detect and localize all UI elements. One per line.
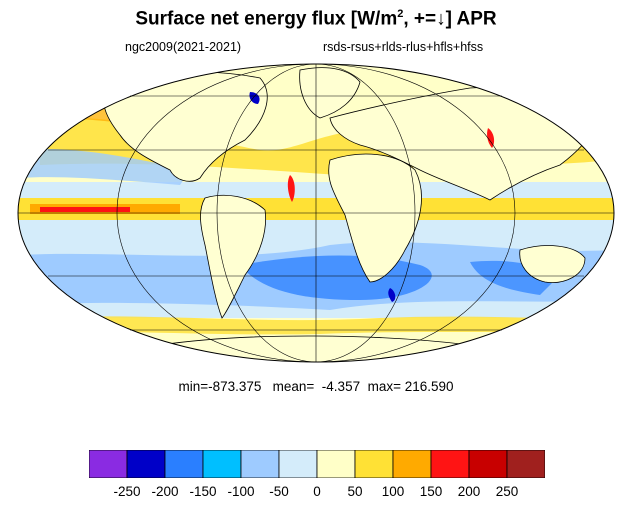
stats-line: min=-873.375 mean= -4.357 max= 216.590 <box>178 379 454 394</box>
colorbar-swatch <box>354 450 394 478</box>
colorbar-swatch <box>430 450 470 478</box>
colorbar-tick-label: 200 <box>457 484 481 499</box>
subtitle-left: ngc2009(2021-2021) <box>125 40 242 54</box>
colorbar-swatch <box>316 450 356 478</box>
colorbar-tick-label: 0 <box>313 484 321 499</box>
colorbar-swatch <box>202 450 242 478</box>
subtitle-right: rsds-rsus+rlds-rlus+hfls+hfss <box>323 40 484 54</box>
colorbar-swatch <box>164 450 204 478</box>
colorbar-swatch <box>506 450 545 478</box>
colorbar-swatch <box>468 450 508 478</box>
north-america <box>103 71 268 182</box>
colorbar-swatch <box>126 450 166 478</box>
colorbar-tick-label: 50 <box>347 484 363 499</box>
title-main: Surface net energy flux [W/m <box>135 8 398 30</box>
colorbar-tick-label: 250 <box>495 484 519 499</box>
eurasia <box>329 86 597 201</box>
title-superscript: 2 <box>397 8 404 20</box>
colorbar-tick-label: -200 <box>151 484 179 499</box>
colorbar-tick-label: 100 <box>381 484 405 499</box>
colorbar-swatch <box>240 450 280 478</box>
colorbar-swatch <box>278 450 318 478</box>
equatorial-red <box>40 207 130 212</box>
colorbar-tick-label: -150 <box>189 484 217 499</box>
greenland <box>299 67 361 119</box>
nw-pacific-hotspot <box>487 128 495 148</box>
south-america <box>200 194 266 319</box>
colorbar <box>89 450 545 478</box>
colorbar-swatch <box>392 450 432 478</box>
australia <box>519 245 586 283</box>
colorbar-tick-label: -100 <box>227 484 255 499</box>
graticule <box>17 63 615 363</box>
colorbar-tick-label: 150 <box>419 484 443 499</box>
agulhas-cold-spot <box>388 288 396 302</box>
colorbar-tick-label: -250 <box>113 484 141 499</box>
chart-title: Surface net energy flux [W/m2, +=↓] APR <box>0 8 632 30</box>
nh-blue-patch <box>20 149 190 185</box>
colorbar-swatch <box>89 450 128 478</box>
labrador-cold-spot <box>249 92 260 104</box>
colorbar-tick-label: -50 <box>269 484 289 499</box>
title-rest: , +=↓] APR <box>403 8 497 30</box>
canary-hotspot <box>287 175 295 202</box>
africa <box>328 153 422 283</box>
